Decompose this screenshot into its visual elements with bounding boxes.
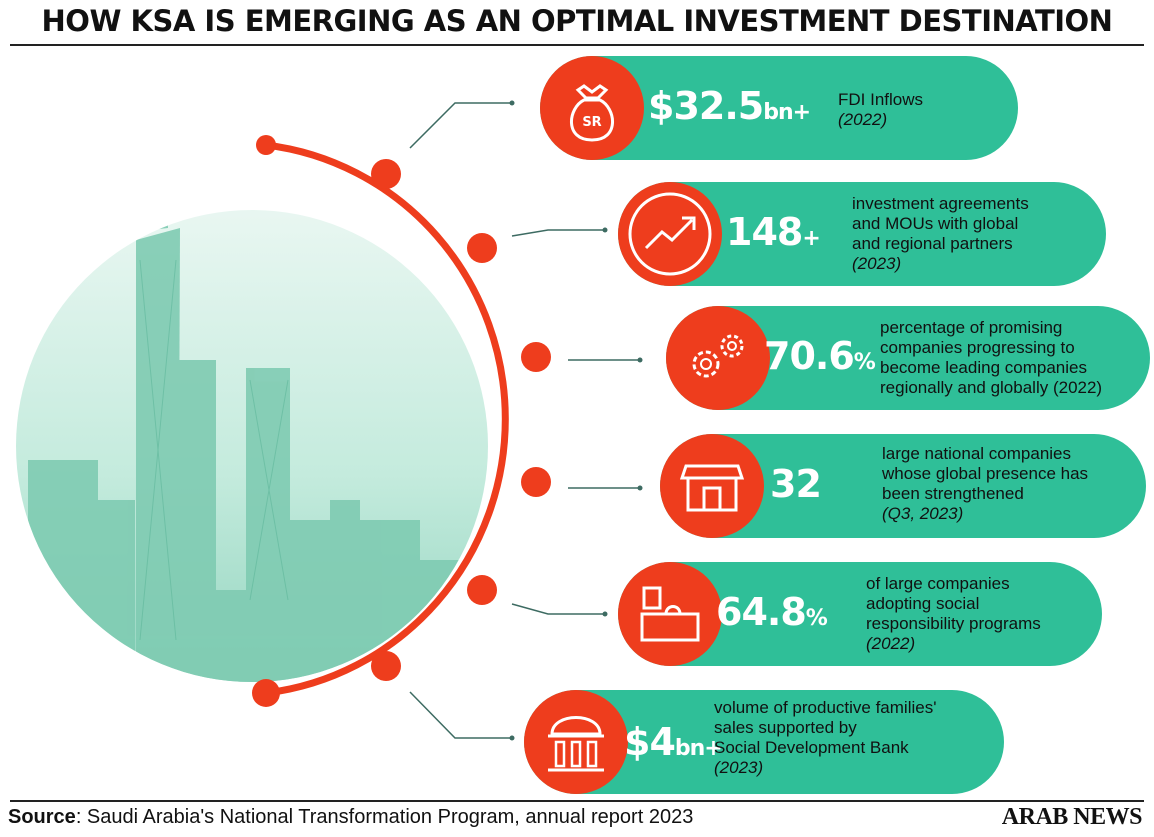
stat-desc-social-responsibility: of large companies adopting social respo… [866, 574, 1041, 653]
timeline-nodes [252, 135, 551, 707]
gears-icon [666, 306, 770, 410]
money-bag-icon: SR [540, 56, 644, 160]
stat-value-national-companies: 32 [770, 462, 822, 506]
growth-chart-icon [618, 182, 722, 286]
stat-desc-agreements: investment agreements and MOUs with glob… [852, 194, 1029, 273]
stat-desc-national-companies: large national companies whose global pr… [882, 444, 1089, 523]
desk-icon [618, 562, 722, 666]
money-bag-label: SR [582, 115, 601, 130]
footer-rule [10, 800, 1144, 802]
stat-value-fdi: $32.5bn+ [648, 84, 811, 128]
stat-desc-productive-families: volume of productive families' sales sup… [714, 698, 937, 777]
page-title: HOW KSA IS EMERGING AS AN OPTIMAL INVEST… [41, 4, 1113, 38]
stat-value-social-responsibility: 64.8% [716, 590, 828, 634]
stat-value-agreements: 148+ [726, 210, 821, 254]
stat-value-promising-companies: 70.6% [764, 334, 876, 378]
brand-logo: ARAB NEWS [1001, 804, 1143, 830]
source-note: Source: Saudi Arabia's National Transfor… [8, 806, 694, 828]
stat-desc-promising-companies: percentage of promising companies progre… [880, 318, 1103, 397]
connector-lines [409, 102, 640, 739]
stat-value-productive-families: $4bn+ [624, 720, 723, 764]
storefront-icon [660, 434, 764, 538]
stat-desc-fdi: FDI Inflows (2022) [838, 90, 924, 129]
title-rule [10, 44, 1144, 46]
bank-icon [524, 690, 628, 794]
